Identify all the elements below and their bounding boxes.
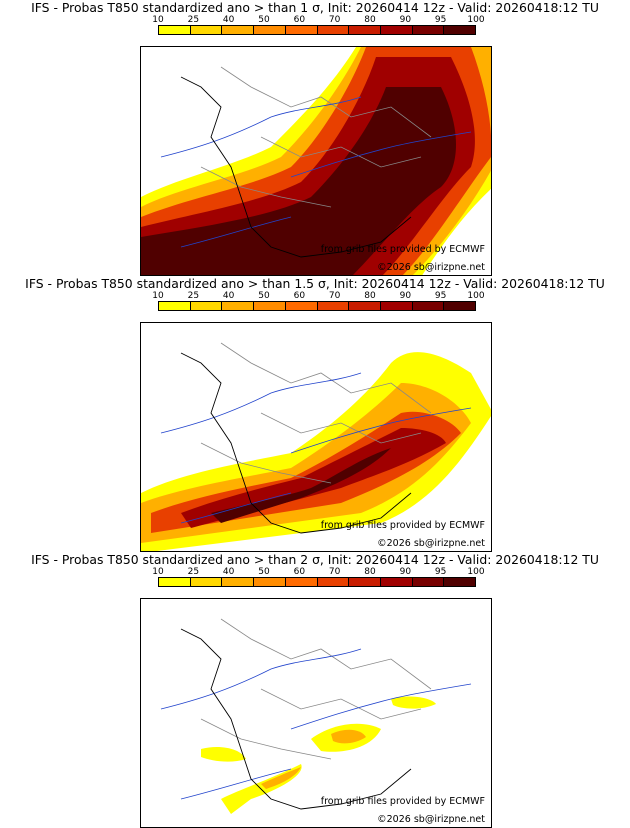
- colorbar-segment: [190, 302, 223, 310]
- colorbar-tick-label: 10: [152, 567, 164, 577]
- borders: [200, 342, 432, 484]
- colorbar-segment: [190, 578, 223, 586]
- borders: [200, 618, 432, 760]
- panel-title: IFS - Probas T850 standardized ano > tha…: [31, 552, 599, 567]
- colorbar-tick-label: 80: [364, 567, 376, 577]
- probability-map: from grib files provided by ECMWF ©2026 …: [140, 598, 492, 828]
- colorbar-tick-label: 10: [152, 291, 164, 301]
- copyright-credit: ©2026 sb@irizpne.net: [377, 814, 485, 825]
- colorbar-segment: [412, 578, 445, 586]
- colorbar-segment: [254, 26, 286, 34]
- source-credit: from grib files provided by ECMWF: [320, 244, 485, 255]
- copyright-credit: ©2026 sb@irizpne.net: [377, 538, 485, 549]
- colorbar-tick-label: 95: [434, 15, 447, 25]
- colorbar-segment: [159, 578, 191, 586]
- panel-title: IFS - Probas T850 standardized ano > tha…: [31, 0, 599, 15]
- source-credit: from grib files provided by ECMWF: [320, 520, 485, 531]
- coastline: [180, 628, 412, 810]
- map-panel-2sigma: IFS - Probas T850 standardized ano > tha…: [0, 552, 630, 828]
- colorbar-segment: [254, 302, 286, 310]
- colorbar-segment: [222, 578, 255, 586]
- rivers: [160, 372, 472, 524]
- colorbar-tick-label: 100: [467, 567, 485, 577]
- colorbar-tick-label: 90: [399, 15, 412, 25]
- colorbar: [158, 577, 476, 587]
- probability-map: from grib files provided by ECMWF ©2026 …: [140, 322, 492, 552]
- probability-shading: [141, 47, 491, 275]
- colorbar-segment: [222, 302, 255, 310]
- colorbar-tick-label: 40: [222, 291, 235, 301]
- colorbar-labels: 10 25 40 50 60 70 80 90 95 100: [152, 15, 484, 25]
- map-graphic: [141, 342, 491, 551]
- colorbar-tick-label: 70: [328, 291, 341, 301]
- colorbar-segment: [444, 578, 476, 586]
- colorbar-tick-label: 60: [293, 567, 306, 577]
- colorbar-segment: [349, 578, 381, 586]
- colorbar-tick-label: 60: [293, 15, 306, 25]
- colorbar-segment: [380, 578, 413, 586]
- map-panel-1-5sigma: IFS - Probas T850 standardized ano > tha…: [0, 276, 630, 552]
- colorbar-tick-label: 95: [434, 567, 447, 577]
- colorbar-segment: [349, 26, 381, 34]
- colorbar-tick-label: 60: [293, 291, 306, 301]
- colorbar-tick-label: 40: [222, 567, 235, 577]
- colorbar-tick-label: 25: [187, 15, 200, 25]
- colorbar-segment: [254, 578, 286, 586]
- colorbar-segment: [444, 302, 476, 310]
- colorbar-segment: [159, 26, 191, 34]
- borders: [200, 66, 432, 208]
- colorbar-tick-label: 25: [187, 291, 200, 301]
- coastline: [180, 76, 412, 258]
- colorbar-tick-label: 80: [364, 291, 376, 301]
- colorbar-tick-label: 40: [222, 15, 235, 25]
- colorbar-tick-label: 70: [328, 567, 341, 577]
- colorbar-segment: [317, 26, 350, 34]
- rivers: [160, 96, 472, 248]
- colorbar-segment: [380, 302, 413, 310]
- colorbar-segment: [190, 26, 223, 34]
- colorbar-segment: [317, 302, 350, 310]
- map-panel-1sigma: IFS - Probas T850 standardized ano > tha…: [0, 0, 630, 276]
- colorbar-segment: [222, 26, 255, 34]
- coastline: [180, 352, 412, 534]
- colorbar-tick-label: 90: [399, 291, 412, 301]
- rivers: [160, 648, 472, 800]
- colorbar-segment: [285, 26, 318, 34]
- colorbar-tick-label: 90: [399, 567, 412, 577]
- colorbar-segment: [412, 302, 445, 310]
- colorbar-tick-label: 50: [258, 15, 270, 25]
- probability-map: from grib files provided by ECMWF ©2026 …: [140, 46, 492, 276]
- colorbar-tick-label: 70: [328, 15, 341, 25]
- panel-title: IFS - Probas T850 standardized ano > tha…: [25, 276, 605, 291]
- colorbar-tick-label: 100: [467, 291, 485, 301]
- colorbar-segment: [159, 302, 191, 310]
- colorbar-labels: 10 25 40 50 60 70 80 90 95 100: [152, 291, 484, 301]
- map-graphic: [160, 618, 472, 814]
- colorbar: [158, 25, 476, 35]
- source-credit: from grib files provided by ECMWF: [320, 796, 485, 807]
- colorbar-segment: [317, 578, 350, 586]
- colorbar-tick-label: 100: [467, 15, 485, 25]
- colorbar-tick-label: 80: [364, 15, 376, 25]
- colorbar-segment: [444, 26, 476, 34]
- colorbar-tick-label: 25: [187, 567, 200, 577]
- colorbar-labels: 10 25 40 50 60 70 80 90 95 100: [152, 567, 484, 577]
- colorbar-segment: [285, 578, 318, 586]
- colorbar-segment: [285, 302, 318, 310]
- colorbar-tick-label: 10: [152, 15, 164, 25]
- colorbar-segment: [380, 26, 413, 34]
- colorbar-tick-label: 50: [258, 567, 270, 577]
- colorbar-tick-label: 95: [434, 291, 447, 301]
- map-graphic: [141, 47, 491, 275]
- colorbar-segment: [412, 26, 445, 34]
- colorbar-tick-label: 50: [258, 291, 270, 301]
- colorbar: [158, 301, 476, 311]
- copyright-credit: ©2026 sb@irizpne.net: [377, 262, 485, 273]
- colorbar-segment: [349, 302, 381, 310]
